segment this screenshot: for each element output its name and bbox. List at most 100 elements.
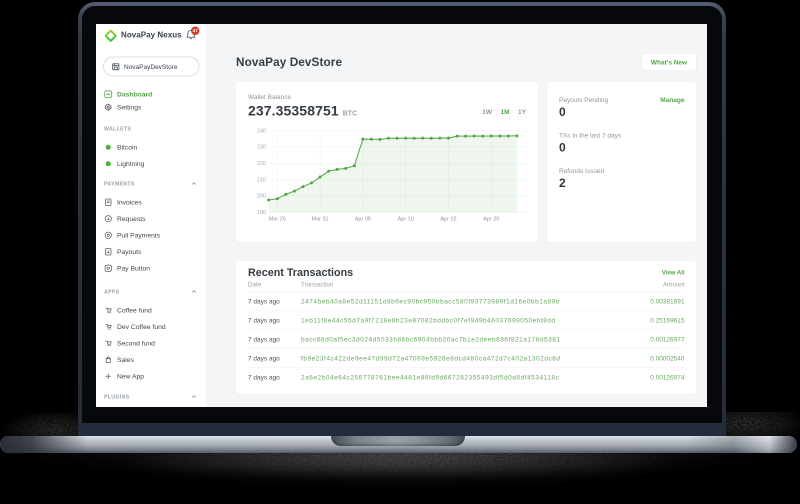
transaction-hash-link[interactable]: 1eb11f8e44c55d7a9f7218e8b23e87082bddbc0f… [300, 310, 640, 330]
laptop-chin [80, 423, 724, 436]
sidebar-item-dashboard[interactable]: Dashboard [96, 88, 207, 101]
svg-text:Apr 10: Apr 10 [397, 217, 413, 223]
gear-icon [104, 103, 113, 112]
transactions-head: Recent Transactions View All [248, 265, 685, 280]
transaction-date: 7 days ago [247, 310, 301, 330]
svg-text:Mar 26: Mar 26 [268, 217, 285, 223]
sidebar-item-bitcoin[interactable]: Bitcoin [96, 139, 207, 156]
app-icon [104, 323, 113, 332]
manage-link[interactable]: Manage [659, 96, 684, 104]
transaction-amount: 0.25169615 [639, 310, 684, 330]
main-content: NovaPay DevStore What's New Wallet Balan… [207, 24, 707, 407]
transaction-hash-link[interactable]: fb9e23f4c422de9ee47d99d72a47069e5928e8dc… [300, 348, 640, 368]
range-button-1w[interactable]: 1W [481, 108, 492, 116]
sidebar-item-payouts[interactable]: Payouts [96, 244, 207, 261]
column-header-transaction: Transaction [300, 281, 333, 288]
transaction-amount: 0.00002540 [639, 348, 684, 368]
transactions-table: Date Transaction Amount 7 days ago 2474beb4… [247, 281, 684, 387]
sidebar-item-label: Pull Payments [116, 231, 160, 240]
sidebar-section-plugins[interactable]: PLUGINS [96, 393, 207, 401]
transaction-amount: 0.00381691 [639, 291, 684, 311]
sidebar-section-wallets: WALLETS [96, 125, 207, 133]
whats-new-button[interactable]: What's New [641, 53, 696, 71]
svg-text:Apr 15: Apr 15 [440, 217, 456, 223]
sidebar-item-requests[interactable]: Requests [96, 211, 207, 228]
cards-row: Wallet Balance 237.35358751 BTC 1W 1M 1Y 2… [235, 82, 696, 242]
sidebar-item-lightning[interactable]: Lightning [96, 156, 207, 173]
transaction-hash-link[interactable]: 2474beb40a8e52d11151d8b9ec90bc950bbacc58… [300, 291, 640, 311]
sidebar-item-pay-button[interactable]: Pay Button [96, 260, 207, 277]
transaction-hash-link[interactable]: bacc68d0af5ec3d024d5033b86bc6904bbb20ac7… [300, 329, 640, 349]
pull-payment-icon [104, 231, 113, 240]
recent-transactions-card: Recent Transactions View All Date Transac… [235, 261, 696, 394]
svg-text:190: 190 [256, 210, 265, 216]
sidebar-item-invoices[interactable]: Invoices [96, 194, 207, 211]
brand-name: NovaPay Nexus [120, 31, 182, 40]
transaction-date: 7 days ago [247, 291, 301, 311]
transaction-date: 7 days ago [247, 329, 301, 349]
sidebar-section-label: PAYMENTS [103, 181, 135, 187]
sidebar-item-second-fund[interactable]: Second fund [96, 335, 207, 352]
sidebar-item-label: Coffee fund [116, 306, 152, 315]
transaction-row: 7 days ago bacc68d0af5ec3d024d5033b86bc69… [247, 329, 684, 349]
sidebar-section-apps[interactable]: APPS [96, 288, 207, 296]
sidebar-nav: Dashboard Settings WALLETS Bitcoin Lightning… [96, 77, 207, 402]
sidebar-item-label: Pay Button [116, 264, 150, 273]
store-selector[interactable]: NovaPayDevStore [102, 56, 199, 77]
sidebar-section-payments[interactable]: PAYMENTS [96, 180, 207, 188]
wallet-balance-value: 237.35358751 [247, 103, 339, 119]
sidebar-item-label: New App [116, 372, 144, 381]
sidebar-item-new-app[interactable]: New App [96, 368, 207, 385]
balance-chart: 240 230 220 210 200 190 Mar 26 Mar 31 Apr 05 Apr … [248, 124, 531, 227]
payout-icon [104, 248, 113, 257]
app-icon [104, 339, 113, 348]
stat-label: TXs in the last 7 days [558, 131, 621, 140]
laptop-lid: NovaPay Nexus 47 [78, 2, 726, 436]
laptop-hinge-notch [331, 436, 465, 446]
chevron-up-icon [190, 288, 197, 297]
sidebar-item-coffee-fund[interactable]: Coffee fund [96, 302, 207, 319]
app-window: NovaPay Nexus 47 [95, 24, 707, 407]
sidebar-item-dev-coffee-fund[interactable]: Dev Coffee fund [96, 319, 207, 336]
sidebar-item-label: Lightning [116, 160, 144, 168]
notification-badge: 47 [190, 26, 199, 35]
chevron-up-icon [190, 180, 197, 189]
svg-text:200: 200 [256, 194, 265, 200]
pay-button-icon [104, 264, 113, 273]
sidebar-item-settings[interactable]: Settings [96, 101, 207, 114]
transaction-row: 7 days ago 1eb11f8e44c55d7a9f7218e8b23e87… [247, 310, 684, 330]
bag-icon [104, 356, 113, 365]
sidebar-item-label: Second fund [116, 339, 155, 348]
range-button-1y[interactable]: 1Y [517, 108, 526, 116]
sidebar-item-sales[interactable]: Sales [96, 352, 207, 369]
sidebar-item-pull-payments[interactable]: Pull Payments [96, 227, 207, 244]
sidebar-section-label: WALLETS [103, 126, 131, 132]
store-icon [111, 63, 119, 70]
transaction-row: 7 days ago fb9e23f4c422de9ee47d99d72a4706… [247, 348, 684, 368]
page-head: NovaPay DevStore What's New [236, 53, 696, 71]
stat-label: Payouts Pending [558, 96, 608, 104]
svg-text:Apr 20: Apr 20 [483, 217, 499, 223]
request-icon [104, 215, 113, 224]
view-all-link[interactable]: View All [661, 269, 684, 276]
sidebar-item-label: Payouts [116, 248, 141, 256]
svg-text:210: 210 [256, 177, 265, 183]
transaction-row: 7 days ago 2a6e2b04e64c256778761bee4481e8… [247, 367, 684, 387]
transaction-row: 7 days ago 2474beb40a8e52d11151d8b9ec90bc… [247, 291, 684, 311]
chart-range-buttons: 1W 1M 1Y [482, 108, 526, 116]
transaction-amount: 0.00126974 [639, 367, 684, 387]
svg-text:220: 220 [256, 161, 265, 167]
stat-refunds-issued: Refunds Issued 2 [559, 167, 685, 191]
sidebar: NovaPay Nexus 47 [95, 24, 207, 407]
green-dot-icon [104, 160, 113, 169]
green-dot-icon [104, 143, 113, 152]
sidebar-item-label: Settings [116, 103, 141, 111]
stat-value: 0 [558, 141, 566, 155]
transaction-hash-link[interactable]: 2a6e2b04e64c256778761bee4481e86fd9d66728… [300, 367, 640, 387]
notifications-button[interactable]: 47 [185, 26, 199, 43]
sidebar-item-label: Dev Coffee fund [116, 323, 166, 331]
stat-value: 2 [558, 176, 566, 191]
plus-icon [104, 372, 113, 381]
transaction-date: 7 days ago [247, 367, 301, 387]
range-button-1m[interactable]: 1M [500, 108, 510, 116]
